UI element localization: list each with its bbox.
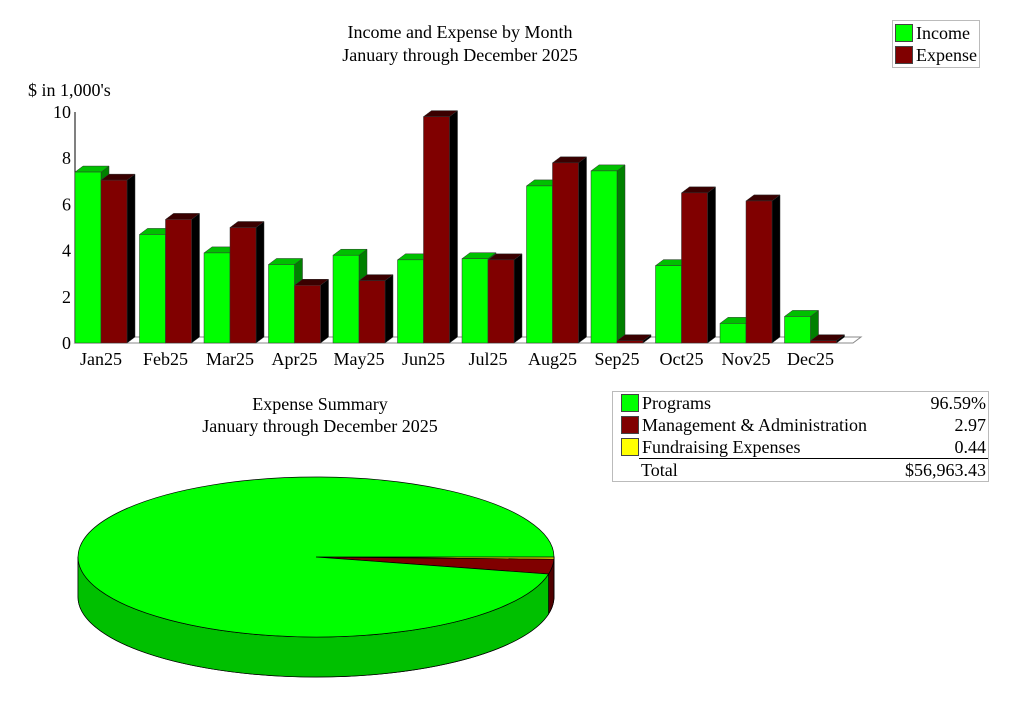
bar-income [526,185,553,344]
y-tick-label: 10 [53,102,71,122]
bar-expense [552,162,579,344]
bar-side [191,212,200,344]
x-tick-label: Sep25 [595,349,640,369]
legend-row-total: Total $56,963.43 [639,458,988,481]
value: $56,963.43 [905,459,986,480]
bar-side [771,194,781,344]
x-tick-label: May25 [334,349,385,369]
y-tick-label: 8 [62,148,71,168]
bar-expense [423,116,450,344]
pie-title: Expense Summary [252,394,387,414]
x-tick-label: Aug25 [528,349,577,369]
label: Fundraising Expenses [642,436,801,457]
legend-label: Expense [916,44,977,65]
swatch [621,416,639,434]
bar-income [74,171,102,344]
bar-income [332,254,360,344]
bar-income [203,252,231,344]
bar-expense [487,259,515,344]
bar-income [590,170,618,344]
bar-expense [810,340,837,344]
bar-side [707,186,716,344]
expense-legend-table: Programs 96.59% Management & Administrati… [612,391,989,482]
bar-expense [229,227,257,344]
bar-side [255,221,265,344]
label: Total [641,459,678,480]
y-tick-label: 0 [62,333,71,353]
bar-legend: Income Expense [892,20,980,68]
bar-chart-subtitle: January through December 2025 [342,45,577,65]
y-tick-label: 2 [62,287,71,307]
bar-income [139,234,166,344]
bar-expense [165,219,192,344]
bar-expense [616,340,644,344]
legend-income: Income [895,22,977,44]
pie-slice-programs [77,476,555,638]
bar-side [320,278,329,344]
bar-income [268,264,295,344]
x-tick-label: Jun25 [402,349,445,369]
x-tick-label: Apr25 [272,349,318,369]
bar-expense [681,192,708,344]
legend-row-programs: Programs 96.59% [613,392,988,414]
bar-side [578,156,587,344]
x-tick-label: Oct25 [660,349,704,369]
y-tick-label: 4 [62,241,71,261]
x-tick-label: Feb25 [143,349,188,369]
x-tick-label: Nov25 [722,349,771,369]
x-tick-label: Jan25 [80,349,122,369]
bar-expense [358,280,386,344]
x-tick-label: Jul25 [468,349,507,369]
bar-chart-title: Income and Expense by Month [348,22,573,42]
bar-income [397,259,424,344]
bar-side [449,110,458,344]
x-tick-label: Mar25 [206,349,254,369]
bar-income [461,258,489,344]
bar-income [655,265,682,344]
bar-side [616,164,626,344]
value: 0.44 [954,436,987,457]
value: 2.97 [954,414,987,435]
bar-expense [294,285,321,344]
label: Programs [642,392,711,413]
pie-subtitle: January through December 2025 [202,416,437,436]
bar-income [784,316,811,344]
bar-income [719,323,747,344]
bar-side [126,173,136,344]
legend-row-management: Management & Administration 2.97 [613,414,988,436]
income-swatch [895,24,913,42]
expense-swatch [895,46,913,64]
legend-row-fundraising: Fundraising Expenses 0.44 [613,436,988,458]
value: 96.59% [930,392,987,413]
y-axis-label: $ in 1,000's [28,80,111,100]
swatch [621,394,639,412]
y-tick-label: 6 [62,194,71,214]
legend-expense: Expense [895,44,977,66]
x-tick-label: Dec25 [787,349,834,369]
bar-side [384,274,394,344]
legend-label: Income [916,22,970,43]
swatch [621,438,639,456]
bar-side [513,253,523,344]
bar-expense [100,179,128,344]
bar-expense [745,200,773,344]
label: Management & Administration [642,414,867,435]
